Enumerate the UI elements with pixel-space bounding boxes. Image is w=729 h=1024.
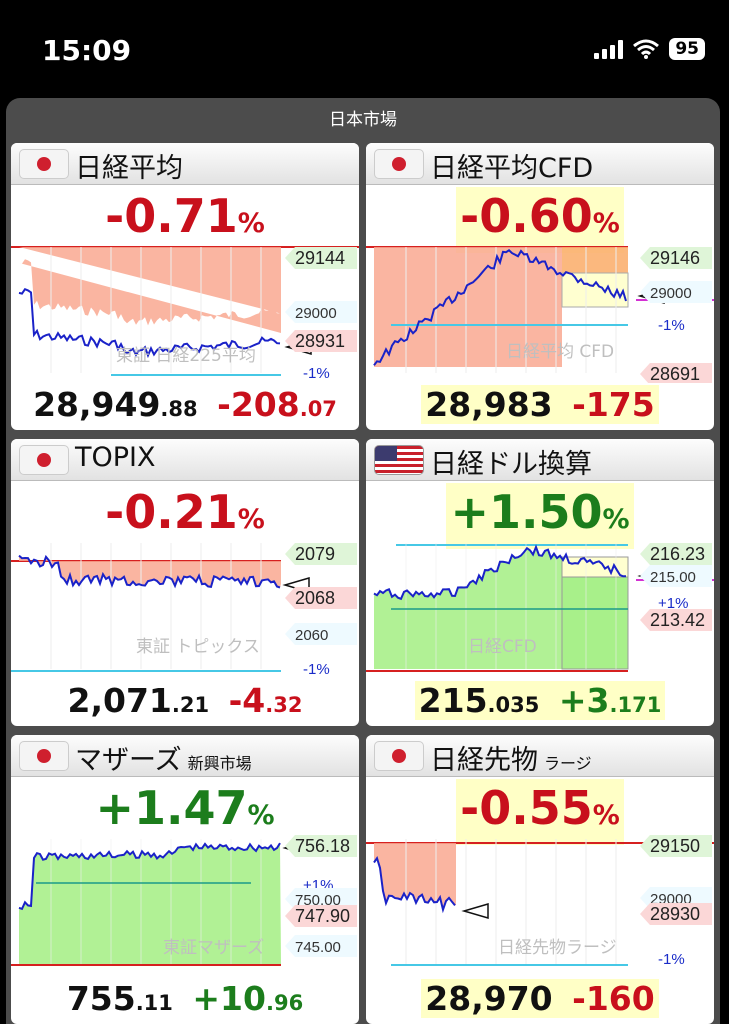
card-header: 日経先物 ラージ: [366, 735, 714, 777]
axis-label-0: 756.18: [295, 836, 350, 856]
japan-flag-icon: [19, 741, 69, 771]
us-flag-icon: [374, 445, 424, 475]
market-card-nikkei-cfd[interactable]: 日経平均CFD -0.60% 日経平均 CFD 29146 29000 -1% 2869…: [366, 143, 714, 430]
battery-icon: 95: [669, 38, 705, 60]
card-title: 日経平均CFD: [430, 153, 594, 184]
price-chart[interactable]: 日経CFD 216.23 215.00 +1%213.42: [366, 539, 714, 679]
status-bar: 15:09 95: [0, 0, 729, 96]
japan-flag-icon: [19, 445, 69, 475]
japan-flag-icon: [374, 741, 424, 771]
axis-label-0: 216.23: [650, 544, 705, 564]
price-line: 28,970 -160: [366, 979, 714, 1018]
axis-label-3: 213.42: [650, 610, 705, 630]
axis-label-3: -1%: [303, 365, 330, 382]
japan-flag-icon: [19, 149, 69, 179]
axis-label-0: 2079: [295, 544, 335, 564]
axis-label-3: -1%: [303, 661, 330, 678]
axis-label-1: 29000: [295, 305, 337, 322]
card-title: 日経ドル換算: [430, 449, 592, 480]
axis-label-0: 29150: [650, 836, 700, 856]
axis-label-3: 28691: [650, 364, 700, 383]
card-subtitle: 新興市場: [187, 754, 252, 773]
axis-label-4: 745.00: [295, 939, 341, 956]
current-price: 28,983: [425, 385, 553, 424]
market-card-nikkei[interactable]: 日経平均 -0.71% 東証 日経225平均 29144 29000 28931 -1%…: [11, 143, 359, 430]
current-price: 28,949.88: [33, 385, 198, 424]
status-time: 15:09: [42, 34, 132, 67]
current-price: 28,970: [425, 979, 553, 1018]
percent-change: -0.21%: [105, 485, 265, 539]
chart-watermark: 日経先物ラージ: [498, 938, 617, 958]
chart-watermark: 日経平均 CFD: [506, 342, 614, 362]
axis-label-2: 2060: [295, 627, 328, 644]
card-header: 日経平均: [11, 143, 359, 185]
cellular-signal-icon: [594, 39, 624, 59]
current-price: 2,071.21: [67, 681, 210, 720]
card-title: マザーズ 新興市場: [75, 745, 252, 776]
market-card-mothers[interactable]: マザーズ 新興市場 +1.47% 東証マザーズ 756.18 +1% 750.00 747…: [11, 735, 359, 1024]
chart-watermark: 東証 日経225平均: [116, 346, 256, 366]
price-chart[interactable]: 東証 トピックス 2079 2068 2060 -1%: [11, 539, 359, 679]
market-title: 日本市場: [329, 110, 397, 130]
price-chart[interactable]: 東証 日経225平均 29144 29000 28931 -1%: [11, 243, 359, 383]
card-title: 日経先物 ラージ: [430, 745, 592, 776]
axis-label-3: -1%: [658, 951, 685, 968]
price-change: -4.32: [228, 681, 303, 720]
price-line: 28,983 -175: [366, 385, 714, 424]
axis-label-2: 28930: [650, 904, 700, 924]
price-change: +10.96: [192, 979, 304, 1018]
price-line: 755.11 +10.96: [11, 979, 359, 1018]
market-card-nikkei-usd[interactable]: 日経ドル換算 +1.50% 日経CFD 216.23 215.00 +1% 213.42…: [366, 439, 714, 726]
price-line: 215.035 +3.171: [366, 681, 714, 720]
status-icons: 95: [594, 38, 705, 60]
market-card-nikkei-futures[interactable]: 日経先物 ラージ -0.55% 日経先物ラージ 29150 29000 28930 -1%…: [366, 735, 714, 1024]
current-price: 215.035: [418, 681, 540, 720]
price-change: +3.171: [558, 681, 662, 720]
card-title: 日経平均: [75, 153, 183, 184]
axis-label-0: 29146: [650, 248, 700, 268]
percent-change: +1.47%: [95, 781, 275, 835]
axis-label-2: +1%: [658, 595, 688, 612]
card-header: TOPIX: [11, 439, 359, 481]
card-header: 日経平均CFD: [366, 143, 714, 185]
price-line: 28,949.88 -208.07: [11, 385, 359, 424]
chart-watermark: 東証 トピックス: [136, 637, 260, 657]
card-subtitle: ラージ: [544, 754, 592, 773]
axis-label-3: 747.90: [295, 906, 350, 926]
percent-change: +1.50%: [366, 483, 714, 549]
price-change: -175: [572, 385, 655, 424]
card-header: 日経ドル換算: [366, 439, 714, 481]
japan-flag-icon: [374, 149, 424, 179]
axis-label-1: 2068: [295, 588, 335, 608]
chart-watermark: 日経CFD: [468, 637, 537, 657]
market-card-topix[interactable]: TOPIX -0.21% 東証 トピックス 2079 2068 2060 -1% 2,0…: [11, 439, 359, 726]
card-title: TOPIX: [75, 442, 156, 473]
percent-change: -0.71%: [105, 189, 265, 243]
axis-label-2: 750.00: [295, 892, 341, 909]
price-line: 2,071.21 -4.32: [11, 681, 359, 720]
wifi-icon: [633, 39, 660, 59]
price-change: -160: [572, 979, 655, 1018]
chart-watermark: 東証マザーズ: [163, 938, 264, 958]
axis-label-0: 29144: [295, 248, 345, 268]
axis-label-1: 29000: [650, 285, 692, 302]
percent-change: -0.60%: [366, 187, 714, 253]
axis-label-2: -1%: [658, 317, 685, 334]
price-change: -208.07: [217, 385, 337, 424]
current-price: 755.11: [66, 979, 173, 1018]
axis-label-1: 215.00: [650, 569, 696, 586]
price-chart[interactable]: 日経平均 CFD 29146 29000 -1% 28691: [366, 243, 714, 383]
percent-change: -0.55%: [366, 779, 714, 845]
card-header: マザーズ 新興市場: [11, 735, 359, 777]
axis-label-2: 28931: [295, 331, 345, 351]
